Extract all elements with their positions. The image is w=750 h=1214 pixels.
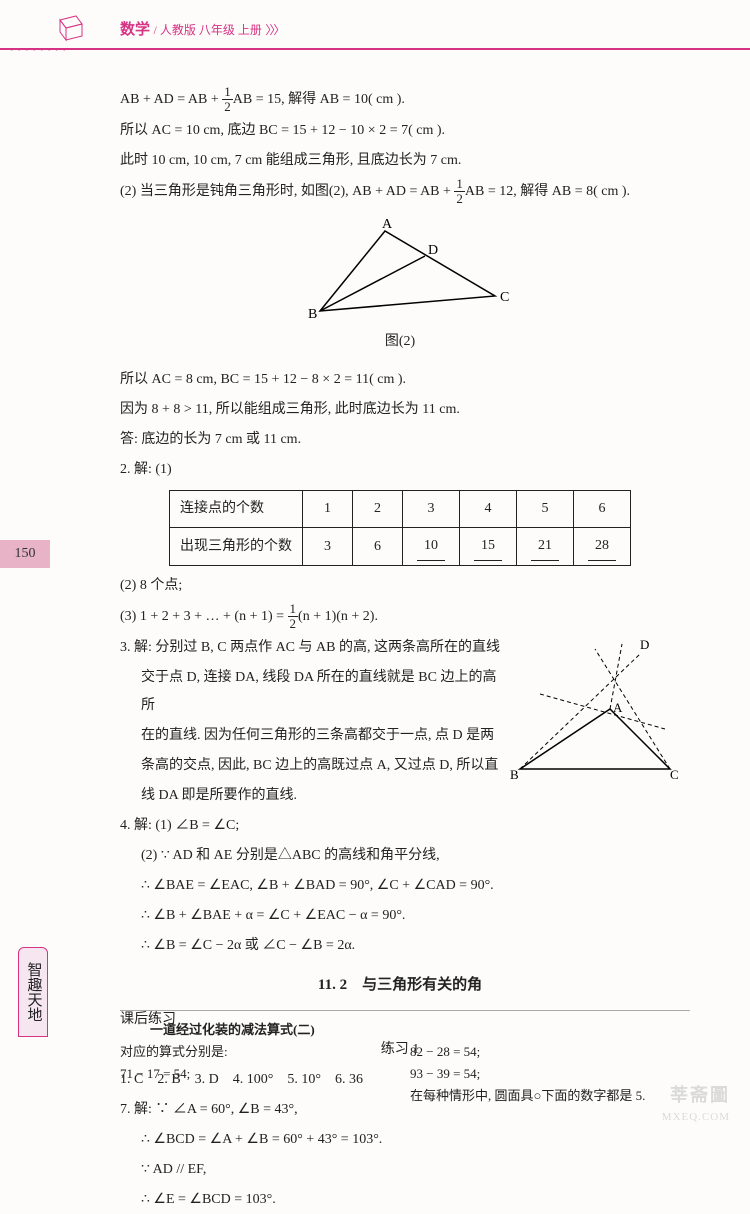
table-row: 出现三角形的个数 3 6 10 15 21 28 <box>170 528 631 566</box>
text-line: 因为 8 + 8 > 11, 所以能组成三角形, 此时底边长为 11 cm. <box>120 396 680 424</box>
svg-text:C: C <box>670 767 679 782</box>
footer-title: 一道经过化装的减法算式(二) <box>150 1019 690 1041</box>
row-header: 出现三角形的个数 <box>170 528 303 566</box>
page-header: •••••••• 数学 / 人教版 八年级 上册 〉〉〉 <box>0 0 750 50</box>
watermark: 莘斋圖 <box>670 1081 730 1107</box>
edition-label: / 人教版 八年级 上册 <box>154 23 262 37</box>
svg-text:D: D <box>640 637 649 652</box>
footer-line: 82 − 28 = 54; <box>410 1041 690 1063</box>
svg-text:D: D <box>428 243 438 258</box>
triangle-count-table: 连接点的个数 1 2 3 4 5 6 出现三角形的个数 3 6 10 15 21… <box>169 490 631 566</box>
header-arrows: 〉〉〉 <box>265 23 283 37</box>
q7-line: ∴ ∠E = ∠BCD = 103°. <box>120 1186 680 1214</box>
q4-line: ∴ ∠B + ∠BAE + α = ∠C + ∠EAC − α = 90°. <box>120 902 680 930</box>
text-line: AB + AD = AB + 12AB = 15, 解得 AB = 10( cm… <box>120 85 680 115</box>
footer-line: 在每种情形中, 圆面具○下面的数字都是 5. <box>410 1085 690 1107</box>
text-line: (2) 当三角形是钝角三角形时, 如图(2), AB + AD = AB + 1… <box>120 177 680 207</box>
text-line: 3. 解: 分别过 B, C 两点作 AC 与 AB 的高, 这两条高所在的直线 <box>120 634 500 662</box>
table-row: 连接点的个数 1 2 3 4 5 6 <box>170 491 631 528</box>
figure-2: A B C D 图(2) <box>120 216 680 356</box>
footer-trivia: 一道经过化装的减法算式(二) 对应的算式分别是: 71 − 17 = 54; 8… <box>120 1010 690 1107</box>
q4-line: 4. 解: (1) ∠B = ∠C; <box>120 812 680 840</box>
q7-line: ∵ AD // EF, <box>120 1156 680 1184</box>
svg-text:A: A <box>382 217 393 232</box>
footer-line: 93 − 39 = 54; <box>410 1063 690 1085</box>
svg-text:B: B <box>308 307 317 322</box>
q4-line: ∴ ∠B = ∠C − 2α 或 ∠C − ∠B = 2α. <box>120 932 680 960</box>
subject-label: 数学 <box>120 22 150 38</box>
q4-line: (2) ∵ AD 和 AE 分别是△ABC 的高线和角平分线, <box>120 842 680 870</box>
section-title: 11. 2 与三角形有关的角 <box>120 970 680 1000</box>
text-line: 此时 10 cm, 10 cm, 7 cm 能组成三角形, 且底边长为 7 cm… <box>120 147 680 175</box>
header-rule <box>0 48 750 50</box>
watermark-url: MXEQ.COM <box>662 1111 730 1123</box>
q4-line: ∴ ∠BAE = ∠EAC, ∠B + ∠BAD = 90°, ∠C + ∠CA… <box>120 872 680 900</box>
svg-text:B: B <box>510 767 519 782</box>
svg-text:A: A <box>613 700 623 715</box>
q3-block: 3. 解: 分别过 B, C 两点作 AC 与 AB 的高, 这两条高所在的直线… <box>120 634 680 812</box>
text-line: 所以 AC = 8 cm, BC = 15 + 12 − 8 × 2 = 11(… <box>120 366 680 394</box>
figure-2-label: 图(2) <box>120 328 680 356</box>
q2c-line: (3) 1 + 2 + 3 + … + (n + 1) = 12(n + 1)(… <box>120 602 680 632</box>
q2b-line: (2) 8 个点; <box>120 572 680 600</box>
text-line: 线 DA 即是所要作的直线. <box>120 782 500 810</box>
q2-line: 2. 解: (1) <box>120 456 680 484</box>
text-line: 答: 底边的长为 7 cm 或 11 cm. <box>120 426 680 454</box>
text-line: 交于点 D, 连接 DA, 线段 DA 所在的直线就是 BC 边上的高所 <box>120 664 500 720</box>
text-line: 在的直线. 因为任何三角形的三条高都交于一点, 点 D 是两 <box>120 722 500 750</box>
footer-line: 71 − 17 = 54; <box>120 1063 410 1085</box>
figure-3: A B C D <box>510 634 680 812</box>
svg-text:C: C <box>500 290 509 305</box>
row-header: 连接点的个数 <box>170 491 303 528</box>
scroll-label: 智趣天地 <box>18 947 48 1037</box>
header-cube-icon <box>50 8 90 48</box>
scroll-sidebar: 智趣天地 <box>18 947 68 1037</box>
q7-line: ∴ ∠BCD = ∠A + ∠B = 60° + 43° = 103°. <box>120 1126 680 1154</box>
footer-line: 对应的算式分别是: <box>120 1041 410 1063</box>
text-line: 所以 AC = 10 cm, 底边 BC = 15 + 12 − 10 × 2 … <box>120 117 680 145</box>
page-number-tab: 150 <box>0 540 50 568</box>
text-line: 条高的交点, 因此, BC 边上的高既过点 A, 又过点 D, 所以直 <box>120 752 500 780</box>
